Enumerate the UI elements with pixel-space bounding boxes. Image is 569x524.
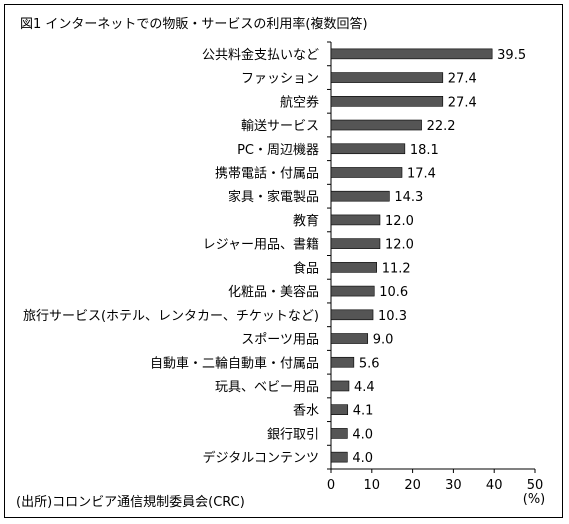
chart-frame [4, 4, 563, 518]
value-label: 4.4 [354, 380, 375, 395]
category-label: 輸送サービス [241, 119, 319, 134]
value-label: 39.5 [497, 48, 526, 63]
value-label: 12.0 [385, 238, 414, 253]
category-label: 航空券 [280, 94, 319, 110]
category-label: 銀行取引 [267, 427, 319, 442]
category-label: レジャー用品、書籍 [203, 237, 319, 253]
bar [330, 143, 406, 155]
source-note: (出所)コロンビア通信規制委員会(CRC) [16, 495, 245, 510]
x-tick-label: 20 [404, 478, 421, 493]
category-label: デジタルコンテンツ [203, 450, 319, 466]
bar [330, 285, 375, 297]
value-label: 10.3 [378, 309, 407, 324]
category-label: 家具・家電製品 [228, 189, 319, 205]
value-label: 11.2 [382, 261, 411, 276]
category-label: PC・周辺機器 [237, 143, 319, 158]
category-label: スポーツ用品 [241, 333, 319, 348]
chart-title: 図1 インターネットでの物販・サービスの利用率(複数回答) [20, 17, 368, 32]
value-label: 4.1 [353, 404, 374, 419]
bar [330, 96, 444, 107]
category-label: 香水 [293, 404, 319, 419]
value-label: 10.6 [379, 285, 408, 300]
bar [330, 356, 355, 368]
bar [330, 333, 369, 344]
category-label: 玩具、ベビー用品 [215, 380, 319, 395]
value-label: 18.1 [410, 143, 439, 158]
value-label: 9.0 [373, 333, 394, 348]
value-label: 4.0 [352, 451, 373, 466]
x-unit-label: (%) [523, 492, 546, 507]
category-label: 自動車・二輪自動車・付属品 [150, 355, 319, 371]
bar [330, 48, 493, 60]
category-label: 食品 [293, 260, 319, 276]
bar [330, 238, 381, 249]
bar [330, 262, 377, 273]
bar [330, 119, 422, 131]
value-label: 12.0 [385, 214, 414, 229]
category-label: ファッション [241, 72, 319, 87]
category-label: 化粧品・美容品 [228, 284, 319, 300]
value-label: 14.3 [394, 190, 423, 205]
x-tick-label: 10 [364, 478, 381, 493]
bar [330, 190, 390, 202]
bar [330, 451, 348, 463]
category-label: 公共料金支払いなど [202, 47, 319, 63]
bar [330, 404, 349, 415]
category-label: 旅行サービス(ホテル、レンタカー、チケットなど) [23, 309, 319, 324]
x-tick-label: 40 [486, 478, 503, 493]
bar [330, 380, 350, 392]
value-label: 4.0 [352, 427, 373, 442]
value-label: 22.2 [427, 119, 456, 134]
value-label: 27.4 [448, 95, 477, 110]
bar [330, 309, 374, 321]
bar [330, 214, 381, 226]
value-label: 27.4 [448, 72, 477, 87]
category-label: 携帯電話・付属品 [215, 165, 319, 181]
value-label: 17.4 [407, 166, 436, 181]
value-label: 5.6 [359, 356, 380, 371]
bar [330, 72, 444, 83]
x-tick-label: 30 [445, 478, 462, 493]
x-tick-label: 50 [527, 478, 544, 493]
x-tick-label: 0 [327, 478, 335, 493]
bar [330, 167, 403, 178]
category-label: 教育 [293, 213, 319, 229]
bar [330, 428, 348, 439]
